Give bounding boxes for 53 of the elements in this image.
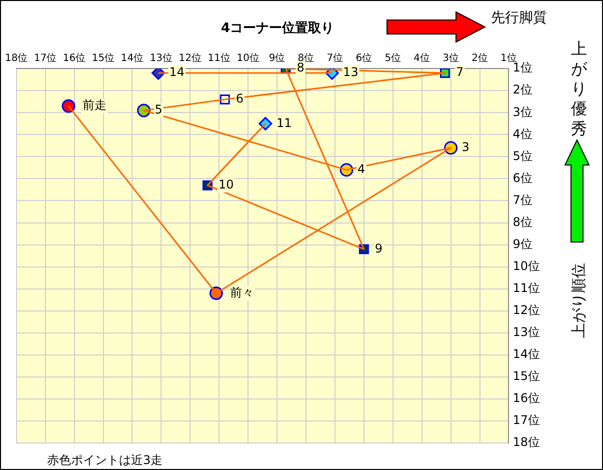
x-tick-label: 14位 (120, 52, 144, 64)
y-tick-label: 17位 (512, 413, 540, 428)
x-tick-label: 4位 (414, 52, 430, 64)
x-tick-label: 9位 (268, 52, 286, 64)
x-tick-label: 10位 (236, 52, 260, 64)
annotation: 4 (358, 162, 366, 176)
point (62, 99, 76, 113)
x-tick-label: 16位 (62, 52, 86, 64)
y-tick-label: 3位 (512, 104, 532, 119)
y-tick-label: 2位 (512, 82, 532, 97)
annotation: 6 (236, 92, 244, 106)
x-tick-label: 6位 (356, 52, 372, 64)
y-tick-label: 11位 (512, 280, 540, 295)
x-tick-label: 13位 (150, 52, 173, 64)
annotation: 14 (169, 65, 185, 80)
x-tick-label: 5位 (384, 52, 402, 64)
y-tick-label: 10位 (512, 258, 540, 273)
annotation: 前走 (82, 98, 106, 112)
annotation: 3 (462, 140, 470, 154)
chart-title: 4コーナー位置取り (220, 21, 334, 36)
y-tick-label: 9位 (512, 236, 532, 251)
annotation: 9 (374, 241, 383, 256)
x-tick-label: 15位 (92, 52, 115, 64)
x-tick-label: 11位 (208, 52, 230, 64)
point (258, 116, 272, 130)
x-tick-label: 2位 (472, 52, 488, 64)
y-tick-label: 12位 (512, 302, 540, 317)
annotation: 11 (276, 116, 292, 130)
x-tick-label: 18位 (4, 52, 28, 64)
y-tick-label: 13位 (512, 325, 540, 340)
annotation: 7 (456, 65, 464, 80)
text: 赤色ポイントは近3走 (47, 452, 163, 469)
y-tick-label: 16位 (512, 391, 540, 406)
x-tick-label: 12位 (178, 52, 202, 64)
y-axis-title: 上がり順位 (570, 262, 588, 340)
annotation: 8 (296, 60, 304, 75)
y-tick-label: 7位 (512, 192, 532, 207)
text: 先行脚質 (491, 9, 547, 27)
x-tick-label: 7位 (326, 52, 344, 64)
annotation: 13 (343, 65, 358, 80)
y-tick-label: 8位 (512, 214, 532, 229)
y-tick-label: 5位 (512, 148, 532, 163)
y-tick-label: 4位 (512, 126, 532, 141)
annotation: 10 (218, 177, 234, 192)
annotation: 5 (154, 102, 162, 117)
annotation: 前々 (230, 285, 254, 300)
x-tick-label: 3位 (442, 52, 459, 64)
x-tick-label: 17位 (34, 52, 57, 64)
y-tick-label: 14位 (512, 347, 540, 362)
y-tick-label: 18位 (512, 435, 540, 450)
y-tick-label: 6位 (512, 170, 532, 185)
text: 上がり優秀 (571, 39, 589, 139)
y-tick-label: 15位 (512, 369, 540, 384)
